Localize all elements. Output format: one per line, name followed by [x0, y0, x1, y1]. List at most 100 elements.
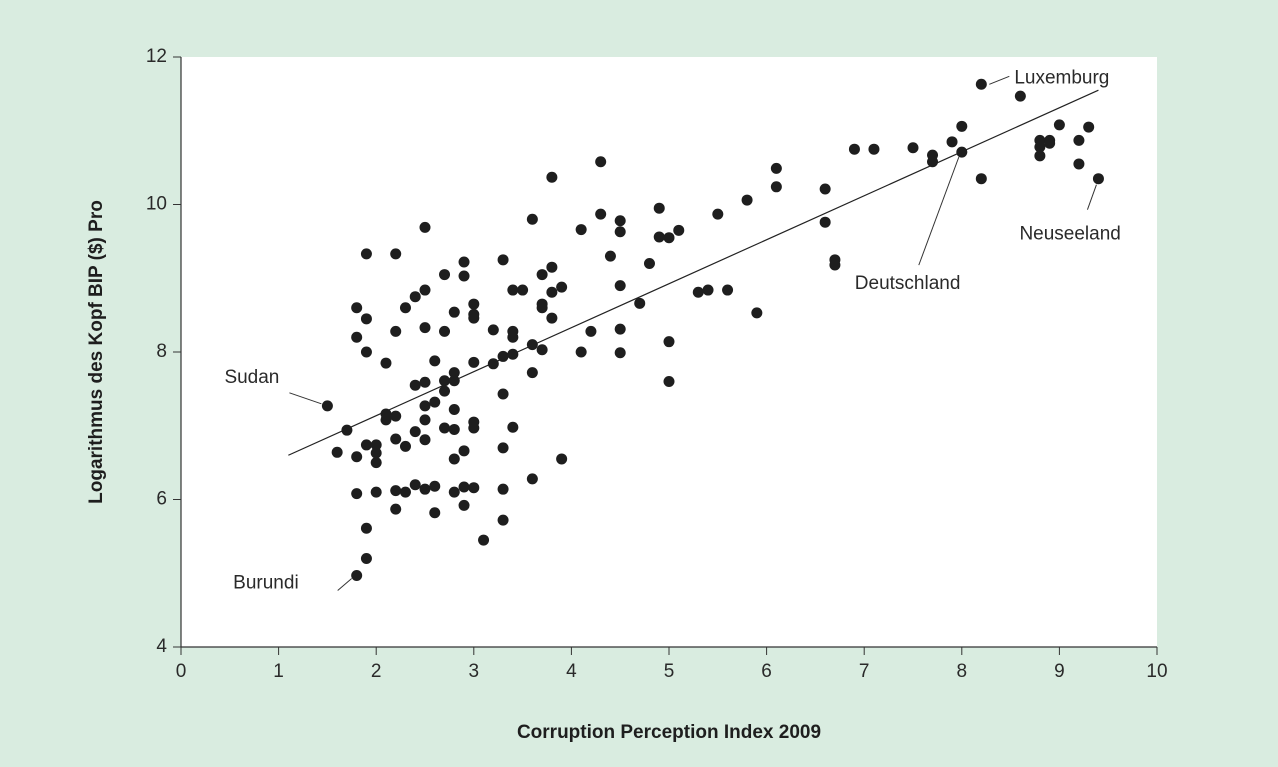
point: [546, 312, 558, 324]
point: [507, 331, 519, 343]
point: [399, 440, 411, 452]
point: [595, 156, 607, 168]
annotation-leader: [337, 578, 353, 591]
point: [907, 142, 919, 154]
point: [351, 302, 363, 314]
y-tick-label: 6: [156, 489, 167, 510]
point: [1073, 134, 1085, 146]
point: [927, 156, 939, 168]
point: [770, 162, 782, 174]
x-tick-label: 6: [761, 661, 772, 682]
point: [419, 434, 431, 446]
point: [497, 483, 509, 495]
x-tick-label: 4: [566, 661, 577, 682]
point: [448, 306, 460, 318]
annotation: Burundi: [233, 572, 299, 593]
annotation-leader: [989, 75, 1010, 85]
point: [468, 422, 480, 434]
point: [429, 507, 441, 519]
point: [751, 307, 763, 319]
point: [419, 414, 431, 426]
point: [741, 194, 753, 206]
point: [575, 224, 587, 236]
point: [526, 367, 538, 379]
point: [1053, 119, 1065, 131]
point: [351, 569, 363, 581]
point: [478, 534, 490, 546]
point: [1034, 141, 1046, 153]
point: [409, 479, 421, 491]
point: [497, 254, 509, 266]
x-tick-label: 9: [1054, 661, 1065, 682]
annotation: Deutschland: [855, 273, 961, 294]
y-axis-title: Logarithmus des Kopf BIP ($) Pro: [86, 200, 107, 504]
point: [419, 400, 431, 412]
point: [429, 396, 441, 408]
annotation-leader: [289, 392, 322, 405]
point: [692, 286, 704, 298]
point: [507, 421, 519, 433]
point: [614, 215, 626, 227]
point: [595, 208, 607, 220]
annotation-leader: [918, 156, 960, 266]
point: [614, 280, 626, 292]
point: [956, 146, 968, 158]
point: [946, 136, 958, 148]
point: [1073, 158, 1085, 170]
point: [770, 181, 782, 193]
y-tick-label: 12: [146, 46, 167, 67]
point: [448, 486, 460, 498]
point: [360, 346, 372, 358]
point: [419, 376, 431, 388]
point: [536, 302, 548, 314]
point: [653, 202, 665, 214]
point: [390, 410, 402, 422]
point: [331, 446, 343, 458]
point: [829, 259, 841, 271]
point: [1034, 150, 1046, 162]
point: [614, 347, 626, 359]
point: [409, 426, 421, 438]
point: [975, 78, 987, 90]
point: [497, 514, 509, 526]
point: [390, 503, 402, 515]
point: [663, 232, 675, 244]
point: [722, 284, 734, 296]
point: [448, 375, 460, 387]
point: [458, 270, 470, 282]
point: [360, 248, 372, 260]
point: [487, 324, 499, 336]
point: [341, 424, 353, 436]
point: [439, 325, 451, 337]
point: [351, 451, 363, 463]
annotation: Neuseeland: [1019, 224, 1120, 245]
point: [321, 400, 333, 412]
x-tick-label: 10: [1146, 661, 1167, 682]
point: [429, 480, 441, 492]
point: [663, 376, 675, 387]
x-axis-title: Corruption Perception Index 2009: [517, 722, 821, 743]
annotation-leader: [1086, 184, 1097, 210]
point: [497, 442, 509, 454]
x-tick-label: 0: [176, 661, 187, 682]
point: [868, 143, 880, 155]
point: [360, 439, 372, 451]
point: [439, 269, 451, 281]
y-tick-label: 4: [156, 636, 167, 657]
point: [390, 248, 402, 260]
point: [399, 302, 411, 314]
point: [487, 358, 499, 370]
point: [448, 423, 460, 435]
point: [409, 379, 421, 391]
point: [468, 298, 480, 310]
point: [439, 422, 451, 434]
x-tick-label: 3: [469, 661, 480, 682]
point: [439, 385, 451, 397]
point: [458, 481, 470, 493]
point: [556, 453, 568, 465]
point: [614, 323, 626, 335]
point: [419, 483, 431, 495]
point: [370, 457, 382, 469]
point: [468, 356, 480, 368]
point: [399, 486, 411, 498]
